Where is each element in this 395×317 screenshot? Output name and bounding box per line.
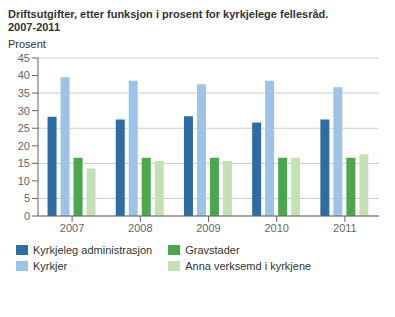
svg-text:45: 45 (18, 52, 30, 64)
html-text:Prosent: Prosent (8, 38, 46, 50)
html-text:2007-2011: 2007-2011 (8, 21, 60, 33)
html-text:Kyrkjeleg administrasjon: Kyrkjeleg administrasjon (33, 244, 153, 256)
svg-text:30: 30 (18, 105, 30, 117)
svg-text:15: 15 (18, 157, 30, 169)
svg-text:20: 20 (18, 140, 30, 152)
svg-text:2010: 2010 (264, 222, 288, 234)
html-text:Kyrkjer: Kyrkjer (33, 260, 68, 272)
svg-text:2011: 2011 (333, 222, 357, 234)
svg-text:2007: 2007 (60, 222, 84, 234)
svg-text:2009: 2009 (196, 222, 220, 234)
svg-text:40: 40 (18, 69, 30, 81)
svg-text:35: 35 (18, 87, 30, 99)
svg-text:0: 0 (24, 210, 30, 222)
svg-text:5: 5 (24, 192, 30, 204)
svg-text:2008: 2008 (128, 222, 152, 234)
svg-text:10: 10 (18, 175, 30, 187)
svg-text:25: 25 (18, 122, 30, 134)
html-text:Gravstader: Gravstader (185, 244, 240, 256)
html-text:Anna verksemd i kyrkjene: Anna verksemd i kyrkjene (185, 260, 312, 272)
html-text:Driftsutgifter, etter funksjon: Driftsutgifter, etter funksjon i prosent… (8, 8, 329, 20)
